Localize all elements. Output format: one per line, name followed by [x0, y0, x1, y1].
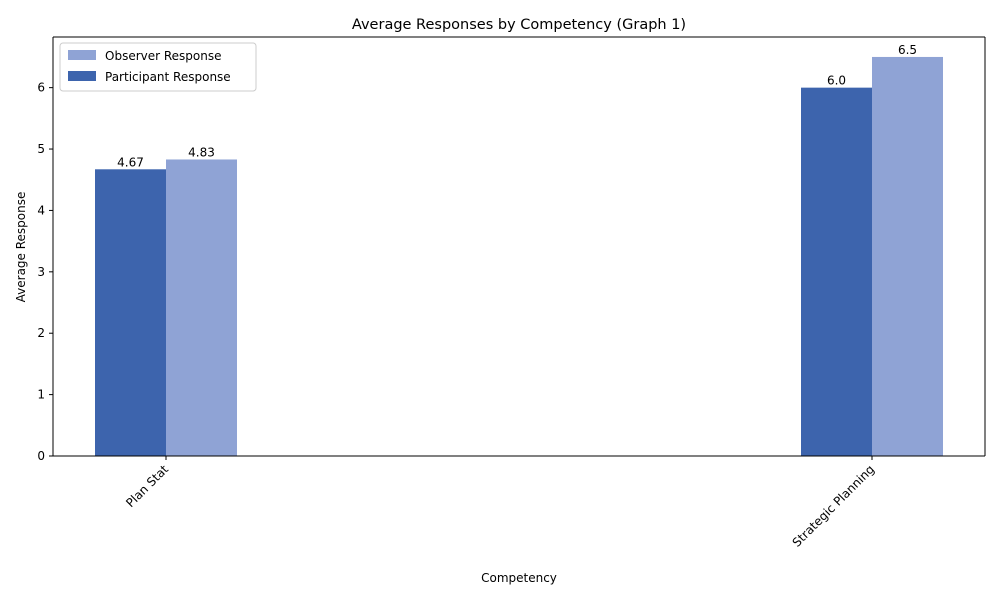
y-tick-label-5: 5: [37, 142, 45, 156]
y-tick-label-2: 2: [37, 326, 45, 340]
legend-label-1: Participant Response: [105, 70, 231, 84]
bar-observer-1: [872, 56, 943, 456]
data-label-participant-1: 6.0: [827, 74, 846, 88]
data-label-observer-0: 4.83: [188, 145, 215, 159]
y-tick-label-3: 3: [37, 265, 45, 279]
x-tick-label-0: Plan Stat: [123, 462, 171, 510]
data-label-participant-0: 4.67: [117, 155, 144, 169]
legend-box: [59, 42, 257, 92]
bar-participant-1: [801, 87, 872, 457]
y-tick-label-6: 6: [37, 81, 45, 95]
y-tick-label-4: 4: [37, 203, 45, 217]
chart-title: Average Responses by Competency (Graph 1…: [352, 17, 686, 33]
data-label-observer-1: 6.5: [898, 43, 917, 57]
legend-label-0: Observer Response: [105, 49, 222, 63]
legend-swatch-1: [68, 71, 96, 81]
legend-swatch-0: [68, 50, 96, 60]
legend: Observer Response Participant Response: [59, 42, 257, 92]
bars-layer: [95, 56, 943, 457]
y-tick-label-0: 0: [37, 449, 45, 463]
bar-observer-0: [166, 159, 237, 456]
x-tick-label-1: Strategic Planning: [790, 462, 878, 550]
data-labels-layer: 4.67 6.0 4.83 6.5: [117, 43, 917, 169]
bar-participant-0: [95, 169, 166, 457]
y-axis-label: Average Response: [14, 192, 28, 303]
y-tick-label-1: 1: [37, 388, 45, 402]
x-axis-label: Competency: [481, 571, 557, 585]
